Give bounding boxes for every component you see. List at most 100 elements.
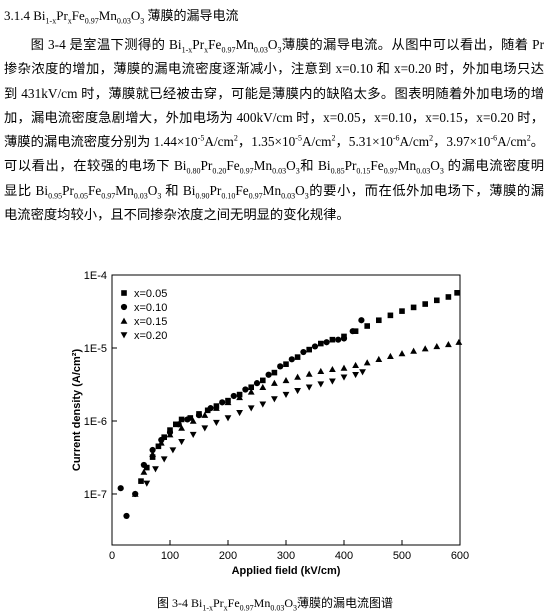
marker xyxy=(201,425,209,432)
marker xyxy=(363,359,371,366)
marker xyxy=(329,378,336,385)
marker xyxy=(144,464,150,471)
legend-marker xyxy=(121,290,127,296)
text-run: A/cm xyxy=(399,134,430,150)
marker xyxy=(340,374,348,381)
text-run: A/cm xyxy=(301,134,332,150)
marker xyxy=(157,439,165,446)
text-run: Mn xyxy=(397,158,417,174)
x-tick-label: 100 xyxy=(161,550,179,562)
marker xyxy=(242,386,249,393)
marker xyxy=(204,407,211,414)
text-run: 0.15 xyxy=(356,167,371,177)
marker xyxy=(421,345,429,352)
marker xyxy=(340,335,348,342)
text-run: 0.97 xyxy=(239,167,254,177)
marker xyxy=(224,415,232,422)
text-run: O xyxy=(295,182,305,198)
text-run: O xyxy=(267,37,278,52)
text-run: O xyxy=(147,182,158,198)
text-run: 0.80 xyxy=(186,167,201,177)
text-run: Mn xyxy=(262,182,282,198)
marker xyxy=(445,294,452,300)
marker xyxy=(187,415,194,421)
marker xyxy=(143,480,151,487)
y-tick-label: 1E-7 xyxy=(84,489,107,501)
text-run: O xyxy=(430,158,440,174)
text-run: Fe xyxy=(370,158,384,174)
text-run: O xyxy=(130,8,141,23)
marker xyxy=(294,373,301,380)
marker xyxy=(271,379,278,386)
text-run: Fe xyxy=(87,182,102,198)
text-run: 的要小，而在低外加电场下，薄膜的漏电流密度均较小，且不同掺杂浓度之间无明显的变化… xyxy=(4,182,545,223)
text-run: 0.03 xyxy=(253,45,268,55)
marker xyxy=(175,421,182,428)
text-run: 0.97 xyxy=(221,45,236,55)
text-run: 3 xyxy=(140,16,145,26)
marker xyxy=(253,380,261,387)
text-run: 0.97 xyxy=(239,603,254,612)
text-run: 和 Bi xyxy=(161,182,196,198)
marker xyxy=(247,405,255,412)
marker xyxy=(329,365,336,373)
marker xyxy=(305,384,313,391)
text-run: Mn xyxy=(253,158,273,174)
marker xyxy=(149,450,156,457)
marker xyxy=(161,434,167,440)
x-axis-label: Applied field (kV/cm) xyxy=(232,565,341,577)
marker xyxy=(358,317,365,324)
text-run: 0.97 xyxy=(383,167,398,177)
text-run: ，1.35×10 xyxy=(237,134,296,150)
marker xyxy=(166,431,174,438)
text-run: Pr xyxy=(56,8,68,23)
marker xyxy=(236,409,243,417)
marker xyxy=(169,447,177,454)
text-run: Pr xyxy=(212,596,224,610)
text-run: 图 3-4 Bi xyxy=(156,596,203,610)
marker xyxy=(123,512,130,520)
text-run: O xyxy=(284,596,293,610)
text-run: Mn xyxy=(253,596,271,610)
text-run: 0.95 xyxy=(48,191,63,201)
marker xyxy=(224,398,232,406)
text-run: -5 xyxy=(295,133,302,143)
x-tick-label: 200 xyxy=(219,550,237,562)
marker xyxy=(155,443,162,450)
paragraph: 图 3-4 是室温下测得的 Bi1-xPrxFe0.97Mn0.03O3薄膜的漏… xyxy=(4,33,544,227)
x-tick-label: 500 xyxy=(393,550,411,562)
text-run: 和 Bi xyxy=(299,158,331,174)
text-run: Mn xyxy=(98,8,117,23)
marker xyxy=(236,394,243,401)
marker xyxy=(259,401,267,408)
text-run: 0.90 xyxy=(195,191,210,201)
marker xyxy=(271,396,278,403)
text-run: 2 xyxy=(233,133,238,143)
marker xyxy=(294,354,301,360)
marker xyxy=(288,356,295,363)
y-tick-label: 1E-5 xyxy=(84,343,107,355)
text-run: 的漏电流密度明显比 Bi xyxy=(4,158,545,198)
marker xyxy=(455,338,463,345)
marker xyxy=(359,369,366,376)
marker xyxy=(305,370,313,377)
text-run: Fe xyxy=(208,37,222,52)
text-run: 薄膜的漏电流图谱 xyxy=(297,596,394,610)
text-run: ，5.31×10 xyxy=(335,134,393,150)
x-tick-label: 600 xyxy=(451,550,469,562)
marker xyxy=(271,369,278,376)
marker xyxy=(283,361,289,367)
marker xyxy=(282,376,290,384)
marker xyxy=(311,343,319,350)
y-tick-label: 1E-6 xyxy=(84,416,107,428)
marker xyxy=(349,328,356,335)
marker xyxy=(433,343,441,350)
text-run: 0.97 xyxy=(84,16,99,26)
marker xyxy=(195,412,203,419)
text-run: Pr xyxy=(209,182,222,198)
marker xyxy=(282,391,290,398)
text-run: 。可以看出，在较强的电场下 Bi xyxy=(4,134,544,174)
text-run: 3 xyxy=(293,603,297,612)
text-run: 3 xyxy=(277,45,282,55)
marker xyxy=(399,308,405,314)
